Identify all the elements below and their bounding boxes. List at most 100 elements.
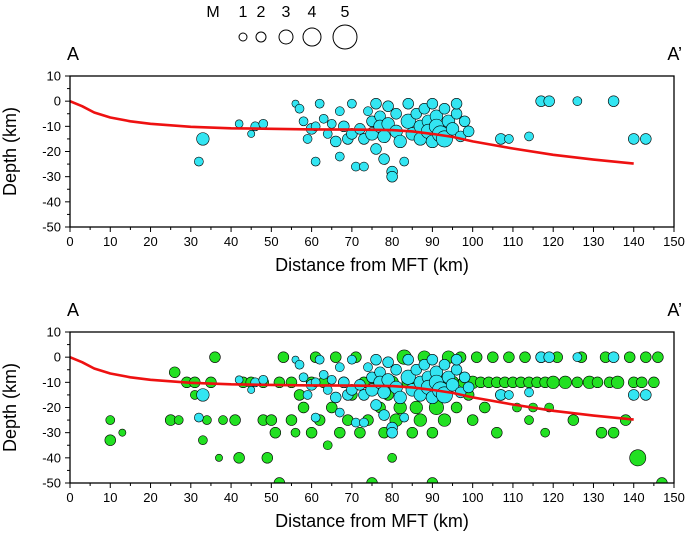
event-green-53 (387, 453, 397, 463)
event-green-112 (636, 376, 648, 389)
corner-label-right: A’ (667, 44, 682, 64)
y-tick-label: 0 (54, 94, 61, 109)
event-green-33 (305, 426, 318, 439)
event-cyan-17 (330, 391, 342, 404)
event-cyan-73 (572, 96, 583, 106)
event-cyan-36 (378, 153, 390, 165)
event-cyan-64 (450, 353, 463, 366)
y-tick-label: -30 (42, 169, 61, 184)
event-cyan-69 (504, 390, 514, 400)
event-cyan-31 (370, 353, 382, 366)
event-green-26 (277, 351, 290, 363)
event-cyan-14 (318, 113, 329, 124)
x-tick-label: 40 (224, 234, 238, 249)
event-cyan-18 (334, 407, 345, 418)
event-green-21 (261, 452, 274, 464)
event-green-16 (233, 452, 245, 464)
legend-label-m4: 4 (308, 4, 317, 21)
x-tick-label: 100 (462, 490, 484, 505)
event-green-65 (426, 477, 439, 483)
fault-line (70, 355, 634, 421)
y-tick-label: 10 (47, 325, 61, 340)
corner-label-right: A’ (667, 300, 682, 320)
event-green-95 (546, 375, 560, 389)
event-green-99 (571, 376, 584, 389)
event-cyan-67 (462, 125, 475, 138)
x-tick-label: 20 (143, 234, 157, 249)
event-cyan-54 (426, 97, 439, 110)
event-cyan-4 (258, 119, 269, 129)
event-green-78 (479, 401, 491, 414)
event-cyan-36 (378, 409, 390, 421)
event-cyan-17 (330, 135, 342, 148)
y-axis-title: Depth (km) (0, 107, 20, 196)
event-cyan-64 (450, 97, 463, 110)
event-cyan-72 (543, 351, 555, 363)
event-cyan-9 (302, 134, 313, 144)
event-cyan-40 (386, 426, 398, 439)
event-cyan-45 (400, 113, 416, 129)
x-tick-label: 130 (583, 234, 605, 249)
event-green-4 (168, 366, 181, 378)
x-tick-label: 40 (224, 490, 238, 505)
event-cyan-42 (390, 364, 402, 376)
event-cyan-76 (640, 133, 652, 145)
event-cyan-74 (607, 351, 620, 363)
event-cyan-22 (347, 354, 357, 365)
event-cyan-2 (234, 375, 244, 385)
x-tick-label: 0 (66, 490, 73, 505)
event-cyan-5 (247, 129, 256, 138)
x-tick-label: 150 (663, 490, 685, 505)
event-cyan-0 (196, 132, 210, 146)
event-green-84 (503, 351, 515, 363)
legend-circle-m3 (278, 29, 294, 45)
event-green-45 (354, 426, 366, 439)
event-cyan-32 (370, 143, 382, 155)
event-cyan-35 (377, 129, 391, 143)
event-cyan-37 (382, 100, 394, 112)
event-green-64 (426, 426, 439, 439)
x-tick-label: 110 (503, 490, 524, 505)
event-green-9 (198, 435, 208, 446)
event-green-117 (524, 415, 534, 425)
event-cyan-60 (438, 103, 451, 115)
event-cyan-26 (359, 417, 369, 428)
corner-label-left: A (67, 44, 79, 64)
event-cyan-75 (628, 389, 640, 401)
event-cyan-7 (294, 103, 305, 114)
x-tick-label: 20 (143, 490, 157, 505)
x-tick-label: 50 (264, 490, 278, 505)
event-green-25 (273, 477, 286, 483)
event-green-107 (611, 375, 625, 389)
event-cyan-70 (524, 131, 534, 142)
event-cyan-18 (334, 151, 345, 162)
x-tick-label: 70 (345, 490, 359, 505)
x-tick-label: 150 (663, 234, 685, 249)
y-tick-label: -30 (42, 425, 61, 440)
event-cyan-35 (377, 385, 391, 400)
event-green-120 (466, 414, 479, 426)
event-cyan-60 (438, 359, 451, 371)
event-green-106 (607, 426, 620, 439)
event-cyan-54 (426, 353, 439, 366)
event-cyan-16 (326, 119, 337, 129)
event-green-116 (656, 477, 668, 483)
event-green-48 (366, 477, 378, 483)
event-cyan-42 (390, 108, 402, 120)
event-cyan-7 (294, 359, 305, 370)
legend-label-m3: 3 (282, 4, 291, 21)
event-cyan-44 (399, 156, 410, 167)
x-tick-label: 80 (385, 234, 399, 249)
event-green-118 (491, 426, 503, 439)
event-cyan-13 (314, 98, 325, 109)
event-green-102 (591, 376, 604, 389)
x-tick-label: 90 (425, 490, 439, 505)
legend-label-m1: 1 (239, 4, 248, 21)
event-green-97 (558, 375, 572, 389)
event-cyan-76 (640, 389, 652, 401)
event-cyan-62 (445, 378, 460, 392)
event-green-61 (413, 413, 427, 427)
event-cyan-75 (628, 133, 640, 145)
event-cyan-19 (334, 362, 345, 373)
